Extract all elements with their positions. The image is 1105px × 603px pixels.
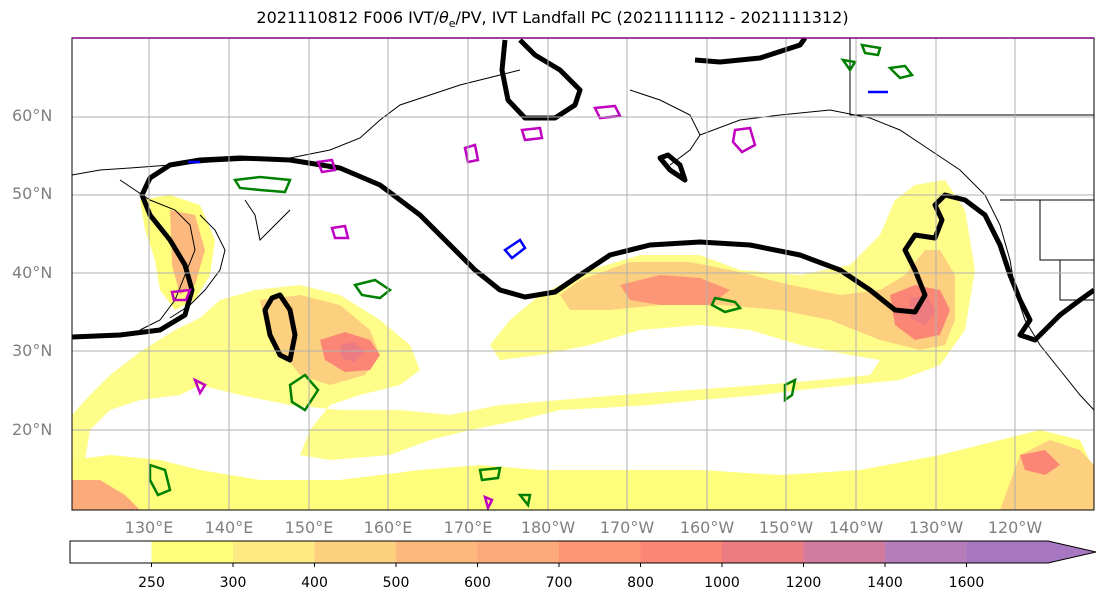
pv-contour bbox=[316, 158, 337, 174]
colorbar-segment bbox=[722, 541, 804, 563]
pv-contour bbox=[731, 126, 757, 154]
lat-label: 60°N bbox=[12, 106, 53, 125]
ivt-southern-band bbox=[72, 430, 1094, 510]
ivt-core-mid bbox=[620, 275, 730, 305]
colorbar-segment bbox=[396, 541, 478, 563]
colorbar-tick-label: 1600 bbox=[948, 575, 985, 591]
lon-label: 170°W bbox=[599, 518, 655, 537]
coast-alaska-west bbox=[629, 89, 701, 166]
colorbar-segment bbox=[70, 541, 152, 563]
title-theta: θ bbox=[438, 8, 449, 27]
border-canada-alaska bbox=[849, 38, 1094, 116]
colorbar-outline bbox=[69, 540, 1097, 564]
lon-label: 160°E bbox=[363, 518, 413, 537]
lon-label: 150°E bbox=[284, 518, 334, 537]
colorbar-segments bbox=[69, 540, 1097, 564]
pv-contour bbox=[593, 104, 622, 120]
pv-contour bbox=[520, 126, 544, 142]
ivt-alaska-loop bbox=[657, 152, 688, 183]
lon-label: 120°W bbox=[987, 518, 1043, 537]
colorbar-segment bbox=[233, 541, 315, 563]
theta-e-contour bbox=[710, 296, 743, 314]
colorbar-segment bbox=[477, 541, 560, 563]
ivt-main-contour bbox=[72, 155, 1094, 343]
lon-label: 130°E bbox=[124, 518, 174, 537]
title-theta-sub: e bbox=[448, 17, 456, 31]
colorbar-tick-label: 800 bbox=[627, 575, 654, 591]
coast-siberia bbox=[72, 69, 521, 176]
colorbar-tick-label: 300 bbox=[219, 575, 247, 591]
colorbar-tick-label: 250 bbox=[138, 575, 165, 591]
grid-lines bbox=[72, 38, 1094, 510]
ivt-japan-mid bbox=[170, 210, 205, 295]
blue-contours bbox=[188, 90, 888, 260]
lat-label: 30°N bbox=[12, 341, 53, 360]
pv-contour bbox=[483, 494, 494, 510]
colorbar-segment bbox=[559, 541, 641, 563]
colorbar-tick-label: 1200 bbox=[785, 575, 822, 591]
theta-e-contour bbox=[887, 64, 915, 80]
pv-contour bbox=[170, 288, 192, 302]
pv-contour bbox=[192, 377, 207, 396]
theta-e-contours bbox=[148, 43, 915, 508]
coast-east-asia bbox=[119, 179, 196, 331]
ivt-core-se bbox=[1020, 450, 1060, 475]
colorbar-tick-label: 600 bbox=[464, 575, 491, 591]
pv-contour bbox=[463, 143, 480, 164]
colorbar-segment bbox=[640, 541, 723, 563]
lon-label: 160°W bbox=[679, 518, 735, 537]
ivt-small-loop bbox=[262, 292, 298, 363]
colorbar-segment bbox=[803, 541, 886, 563]
ivt-sw-core bbox=[72, 480, 140, 510]
ivt-north-arc bbox=[694, 38, 808, 65]
colorbar-segment bbox=[885, 541, 967, 563]
lon-label: 140°E bbox=[204, 518, 254, 537]
ivt-peak-west bbox=[340, 342, 365, 362]
theta-e-contour bbox=[288, 373, 320, 412]
theta-e-contour bbox=[478, 466, 502, 482]
colorbar-tick-label: 1400 bbox=[867, 575, 903, 591]
ivt-band-outer bbox=[72, 180, 975, 510]
lon-label: 150°W bbox=[758, 518, 814, 537]
theta-e-contour bbox=[840, 58, 858, 73]
colorbar-tick-label: 500 bbox=[382, 575, 410, 591]
colorbar-tick-label: 700 bbox=[545, 575, 573, 591]
theta-e-contour bbox=[232, 175, 292, 194]
colorbar-segment bbox=[314, 541, 397, 563]
pv-contours bbox=[170, 104, 757, 510]
lon-label: 180°W bbox=[520, 518, 576, 537]
pv-contour bbox=[330, 224, 350, 240]
lon-label: 140°W bbox=[828, 518, 884, 537]
blue-contour bbox=[503, 238, 527, 260]
colorbar-tick-label: 1000 bbox=[704, 575, 740, 591]
colorbar-segment bbox=[151, 541, 234, 563]
lon-label: 130°W bbox=[908, 518, 964, 537]
theta-e-contour bbox=[783, 377, 797, 403]
theta-e-contour bbox=[148, 463, 172, 497]
colorbar-tick-marks bbox=[151, 563, 967, 567]
ivt-peak-east bbox=[910, 296, 935, 325]
theta-e-contour bbox=[860, 43, 882, 57]
theta-e-contour bbox=[517, 493, 532, 508]
ivt-shading bbox=[72, 180, 1094, 510]
colorbar-segment bbox=[966, 541, 1096, 563]
title-suffix: /PV, IVT Landfall PC (2021111112 - 20211… bbox=[455, 8, 849, 27]
colorbar-tick-label: 400 bbox=[301, 575, 328, 591]
coast-kamchatka bbox=[244, 199, 291, 242]
lat-label: 20°N bbox=[12, 420, 53, 439]
theta-e-contour bbox=[352, 278, 393, 300]
lat-label: 50°N bbox=[12, 184, 53, 203]
title-prefix: 2021110812 F006 IVT/ bbox=[256, 8, 439, 27]
map-title: 2021110812 F006 IVT/θe/PV, IVT Landfall … bbox=[0, 8, 1105, 30]
lat-label: 40°N bbox=[12, 263, 53, 282]
lon-label: 170°E bbox=[443, 518, 493, 537]
